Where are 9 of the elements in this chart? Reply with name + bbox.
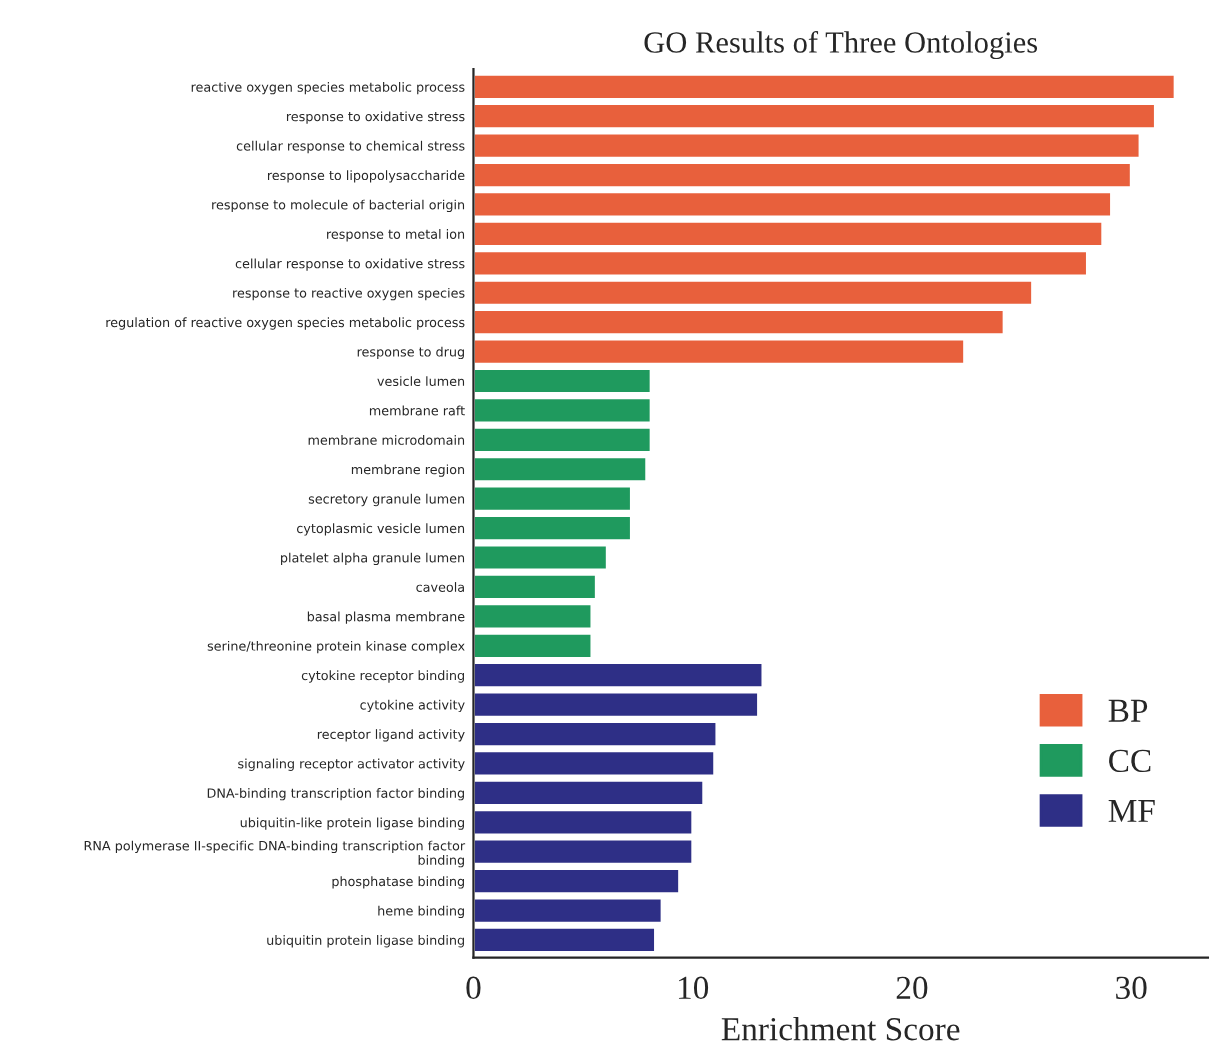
x-tick-label: 30	[1116, 976, 1147, 1000]
x-tick-label: 20	[896, 976, 928, 1000]
x-axis-title: Enrichment Score	[721, 1017, 960, 1041]
chart-title: GO Results of Three Ontologies	[644, 30, 1038, 60]
legend-label: MF	[1108, 800, 1155, 822]
legend-label: BP	[1108, 699, 1148, 722]
x-tick-label: 10	[678, 976, 709, 1000]
legend-label: CC	[1109, 749, 1151, 773]
x-tick-label: 0	[466, 976, 481, 1000]
